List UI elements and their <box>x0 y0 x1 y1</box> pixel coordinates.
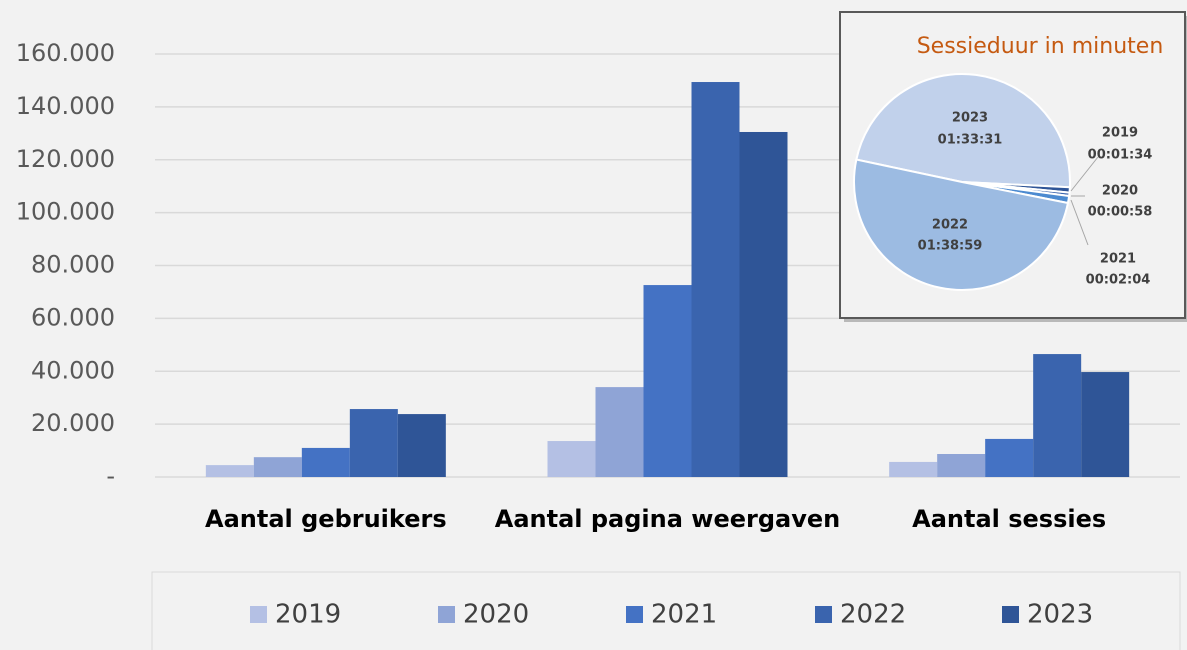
legend-label: 2023 <box>1027 600 1093 630</box>
bar <box>595 387 644 477</box>
bar <box>739 131 788 477</box>
y-tick-label: 100.000 <box>16 198 115 226</box>
legend-label: 2021 <box>651 600 717 630</box>
legend-swatch <box>815 606 832 623</box>
bar <box>349 409 398 477</box>
pie-title: Sessieduur in minuten <box>917 34 1164 59</box>
pie-chart: 2023 01:33:31 2019 00:01:34 2020 00:00:58 2021… <box>853 73 1153 291</box>
legend-label: 2019 <box>275 600 341 630</box>
pie-slice <box>853 158 1070 291</box>
bar <box>985 438 1034 477</box>
bar-chart: - 20.000 40.000 60.000 80.000 100.000 120.000 1… <box>16 39 1180 630</box>
slice-value-label: 00:01:34 <box>1088 148 1153 163</box>
bar <box>937 453 986 477</box>
x-tick-label: Aantal sessies <box>912 505 1106 533</box>
bar <box>397 414 446 477</box>
y-tick-label: 120.000 <box>16 145 115 173</box>
legend-swatch <box>438 606 455 623</box>
legend-swatch <box>250 606 267 623</box>
y-tick-label: 60.000 <box>31 303 115 331</box>
bar <box>301 447 350 477</box>
slice-label: 2023 <box>952 111 988 126</box>
slice-value-label: 00:00:58 <box>1088 205 1153 220</box>
bar <box>691 82 740 478</box>
bar <box>547 441 596 477</box>
x-tick-label: Aantal gebruikers <box>205 505 447 533</box>
legend-swatch <box>626 606 643 623</box>
pie-slice <box>855 73 1071 189</box>
leader-line <box>1070 199 1089 246</box>
legend-label: 2020 <box>463 600 529 630</box>
y-tick-label: 160.000 <box>16 39 115 67</box>
y-tick-label: 40.000 <box>31 356 115 384</box>
y-tick-label: 140.000 <box>16 92 115 120</box>
slice-label: 2021 <box>1100 252 1136 267</box>
leader-line <box>1070 156 1099 192</box>
y-tick-label: 20.000 <box>31 409 115 437</box>
bar <box>205 465 254 477</box>
leader-lines <box>1070 156 1099 246</box>
x-tick-label: Aantal pagina weergaven <box>495 505 840 533</box>
slice-label: 2022 <box>932 218 968 233</box>
slice-value-label: 01:38:59 <box>918 239 983 254</box>
y-tick-label: 80.000 <box>31 251 115 279</box>
bar <box>1033 354 1082 477</box>
slice-label: 2019 <box>1102 126 1138 141</box>
bar <box>889 461 938 477</box>
slice-label: 2020 <box>1102 184 1138 199</box>
legend-label: 2022 <box>840 600 906 630</box>
y-tick-label: - <box>106 462 115 490</box>
bar <box>643 285 692 477</box>
bar <box>253 457 302 477</box>
legend-swatch <box>1002 606 1019 623</box>
slice-value-label: 01:33:31 <box>938 133 1003 148</box>
bar <box>1081 372 1130 477</box>
slice-value-label: 00:02:04 <box>1086 273 1151 288</box>
